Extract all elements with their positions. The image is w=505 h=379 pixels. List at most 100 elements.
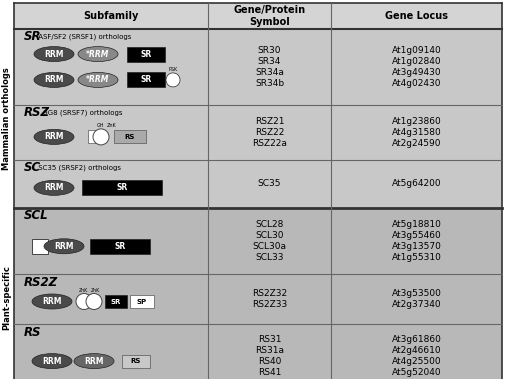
Text: RRM: RRM bbox=[54, 242, 74, 251]
Text: SC: SC bbox=[24, 161, 41, 174]
Text: SR34a: SR34a bbox=[255, 68, 283, 77]
Text: SR: SR bbox=[140, 50, 152, 59]
Text: RS2Z33: RS2Z33 bbox=[251, 300, 286, 309]
Text: At3g53500: At3g53500 bbox=[391, 289, 440, 298]
Ellipse shape bbox=[44, 239, 84, 254]
Text: SC35 (SRSF2) orthologs: SC35 (SRSF2) orthologs bbox=[35, 165, 120, 171]
Text: RS: RS bbox=[24, 326, 41, 338]
Text: RRM: RRM bbox=[44, 132, 64, 141]
Text: RRM: RRM bbox=[44, 183, 64, 192]
Text: At2g46610: At2g46610 bbox=[391, 346, 440, 355]
Text: RSZ22a: RSZ22a bbox=[251, 139, 286, 148]
Bar bbox=[88, 130, 96, 143]
Bar bbox=[14, 324, 501, 379]
Text: ZnK: ZnK bbox=[107, 123, 117, 128]
Text: At1g55310: At1g55310 bbox=[391, 253, 440, 262]
Circle shape bbox=[93, 129, 109, 145]
Text: At5g52040: At5g52040 bbox=[391, 368, 440, 377]
Text: RRM: RRM bbox=[42, 297, 62, 306]
Text: RS: RS bbox=[125, 134, 135, 140]
Text: RS: RS bbox=[131, 358, 141, 364]
Text: RS2Z: RS2Z bbox=[24, 276, 58, 288]
Text: At2g37340: At2g37340 bbox=[391, 300, 440, 309]
Text: SCL30a: SCL30a bbox=[252, 242, 286, 251]
Text: RS31: RS31 bbox=[257, 335, 281, 344]
Text: Plant-specific: Plant-specific bbox=[3, 266, 12, 330]
Ellipse shape bbox=[78, 72, 118, 88]
Ellipse shape bbox=[32, 294, 72, 309]
Ellipse shape bbox=[78, 47, 118, 61]
Text: SR: SR bbox=[140, 75, 152, 85]
Text: RRM: RRM bbox=[42, 357, 62, 366]
Text: GH: GH bbox=[97, 123, 105, 128]
Text: RSZ: RSZ bbox=[24, 106, 50, 119]
Text: RRM: RRM bbox=[44, 50, 64, 59]
Text: Gene Locus: Gene Locus bbox=[384, 11, 447, 21]
Text: At5g64200: At5g64200 bbox=[391, 180, 440, 188]
Text: ASF/SF2 (SRSF1) orthologs: ASF/SF2 (SRSF1) orthologs bbox=[35, 34, 131, 40]
Ellipse shape bbox=[34, 72, 74, 88]
Text: SR34b: SR34b bbox=[255, 79, 283, 88]
Text: RSZ22: RSZ22 bbox=[255, 128, 284, 137]
Text: *RRM: *RRM bbox=[86, 75, 110, 85]
Text: At3g61860: At3g61860 bbox=[391, 335, 440, 344]
Text: Gene/Protein
Symbol: Gene/Protein Symbol bbox=[233, 5, 305, 27]
Ellipse shape bbox=[34, 129, 74, 144]
Text: At4g31580: At4g31580 bbox=[391, 128, 440, 137]
Text: At3g55460: At3g55460 bbox=[391, 231, 440, 240]
Bar bbox=[90, 239, 149, 254]
Bar bbox=[14, 3, 501, 29]
Bar bbox=[32, 239, 48, 254]
Bar bbox=[105, 295, 127, 308]
Text: At4g25500: At4g25500 bbox=[391, 357, 440, 366]
Ellipse shape bbox=[34, 47, 74, 61]
Text: SR34: SR34 bbox=[258, 57, 281, 66]
Text: At3g13570: At3g13570 bbox=[391, 242, 440, 251]
Text: RRM: RRM bbox=[44, 75, 64, 85]
Text: At4g02430: At4g02430 bbox=[391, 79, 440, 88]
Text: RRM: RRM bbox=[84, 357, 104, 366]
Text: At1g09140: At1g09140 bbox=[391, 46, 440, 55]
Bar bbox=[122, 355, 149, 368]
Circle shape bbox=[166, 73, 180, 87]
Bar bbox=[127, 72, 165, 88]
Text: SR: SR bbox=[24, 30, 41, 44]
Bar bbox=[114, 130, 146, 143]
Text: SR30: SR30 bbox=[257, 46, 281, 55]
Text: SC35: SC35 bbox=[257, 180, 281, 188]
Text: PSK: PSK bbox=[168, 67, 177, 72]
Text: At1g23860: At1g23860 bbox=[391, 117, 440, 126]
Ellipse shape bbox=[32, 354, 72, 369]
Bar bbox=[130, 295, 154, 308]
Bar bbox=[14, 208, 501, 274]
Text: At3g49430: At3g49430 bbox=[391, 68, 440, 77]
Text: RS40: RS40 bbox=[258, 357, 281, 366]
Bar bbox=[14, 274, 501, 324]
Text: 9G8 (SRSF7) orthologs: 9G8 (SRSF7) orthologs bbox=[41, 110, 123, 116]
Ellipse shape bbox=[34, 180, 74, 195]
Text: SR: SR bbox=[111, 299, 121, 304]
Text: At1g02840: At1g02840 bbox=[391, 57, 440, 66]
Text: RSZ21: RSZ21 bbox=[254, 117, 284, 126]
Bar bbox=[82, 180, 162, 195]
Text: *RRM: *RRM bbox=[86, 50, 110, 59]
Text: SCL28: SCL28 bbox=[255, 220, 283, 229]
Text: At2g24590: At2g24590 bbox=[391, 139, 440, 148]
Bar bbox=[127, 47, 165, 61]
Text: SP: SP bbox=[137, 299, 147, 304]
Text: RS41: RS41 bbox=[258, 368, 281, 377]
Text: SR: SR bbox=[116, 183, 127, 192]
Circle shape bbox=[86, 293, 102, 310]
Text: SCL33: SCL33 bbox=[255, 253, 283, 262]
Text: SCL: SCL bbox=[24, 210, 48, 222]
Ellipse shape bbox=[74, 354, 114, 369]
Text: RS2Z32: RS2Z32 bbox=[251, 289, 286, 298]
Text: Subfamily: Subfamily bbox=[83, 11, 138, 21]
Text: SR: SR bbox=[114, 242, 125, 251]
Circle shape bbox=[76, 293, 92, 310]
Text: SCL30: SCL30 bbox=[255, 231, 283, 240]
Text: At5g18810: At5g18810 bbox=[391, 220, 440, 229]
Text: Mammalian orthologs: Mammalian orthologs bbox=[3, 67, 12, 170]
Text: ZnK: ZnK bbox=[78, 288, 87, 293]
Text: ZnK: ZnK bbox=[90, 288, 99, 293]
